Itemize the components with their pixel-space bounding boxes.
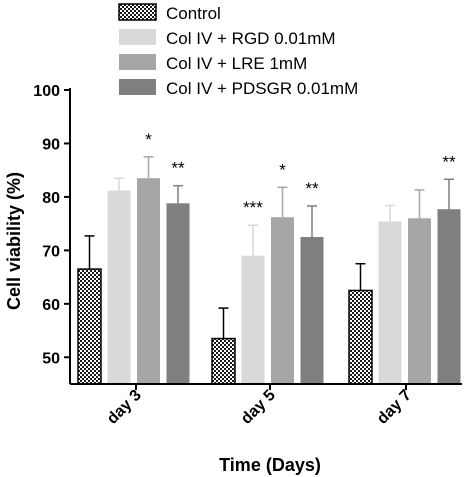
- bar: [137, 178, 160, 384]
- x-tick-label: day 3: [104, 387, 145, 428]
- legend-swatch: [119, 79, 156, 95]
- significance-marker: **: [305, 179, 319, 198]
- bar: [241, 255, 265, 384]
- bar: [166, 203, 190, 384]
- y-tick-label: 60: [42, 297, 60, 314]
- x-tick-label: day 5: [238, 387, 279, 428]
- legend-label: Col IV + RGD 0.01mM: [166, 29, 336, 48]
- significance-marker: **: [171, 159, 185, 178]
- bar: [107, 190, 131, 384]
- bar: [300, 237, 324, 384]
- y-tick-label: 90: [42, 136, 60, 153]
- x-tick-label: day 7: [374, 387, 415, 428]
- legend-swatch: [119, 54, 156, 70]
- bars: ***********: [77, 130, 461, 385]
- bar: [211, 337, 236, 385]
- bar: [271, 217, 294, 384]
- legend: Control Col IV + RGD 0.01mM Col IV + LRE 1…: [118, 3, 358, 98]
- significance-marker: **: [442, 152, 456, 171]
- y-tick-label: 100: [33, 83, 60, 100]
- y-tick-label: 50: [42, 350, 60, 367]
- legend-label: Col IV + PDSGR 0.01mM: [166, 79, 358, 98]
- y-tick-label: 70: [42, 243, 60, 260]
- legend-label: Control: [166, 4, 221, 23]
- legend-swatch: [118, 3, 157, 21]
- significance-marker: *: [279, 160, 286, 179]
- significance-marker: *: [145, 130, 152, 149]
- legend-label: Col IV + LRE 1mM: [166, 54, 307, 73]
- bar: [348, 289, 373, 385]
- bar: [378, 221, 402, 384]
- legend-swatch: [119, 29, 156, 45]
- bar: [77, 268, 102, 385]
- bar: [437, 209, 461, 384]
- significance-marker: ***: [243, 198, 263, 217]
- x-axis-title: Time (Days): [219, 455, 321, 475]
- bar: [408, 218, 431, 384]
- y-tick-label: 80: [42, 190, 60, 207]
- y-axis-title: Cell viability (%): [4, 172, 24, 310]
